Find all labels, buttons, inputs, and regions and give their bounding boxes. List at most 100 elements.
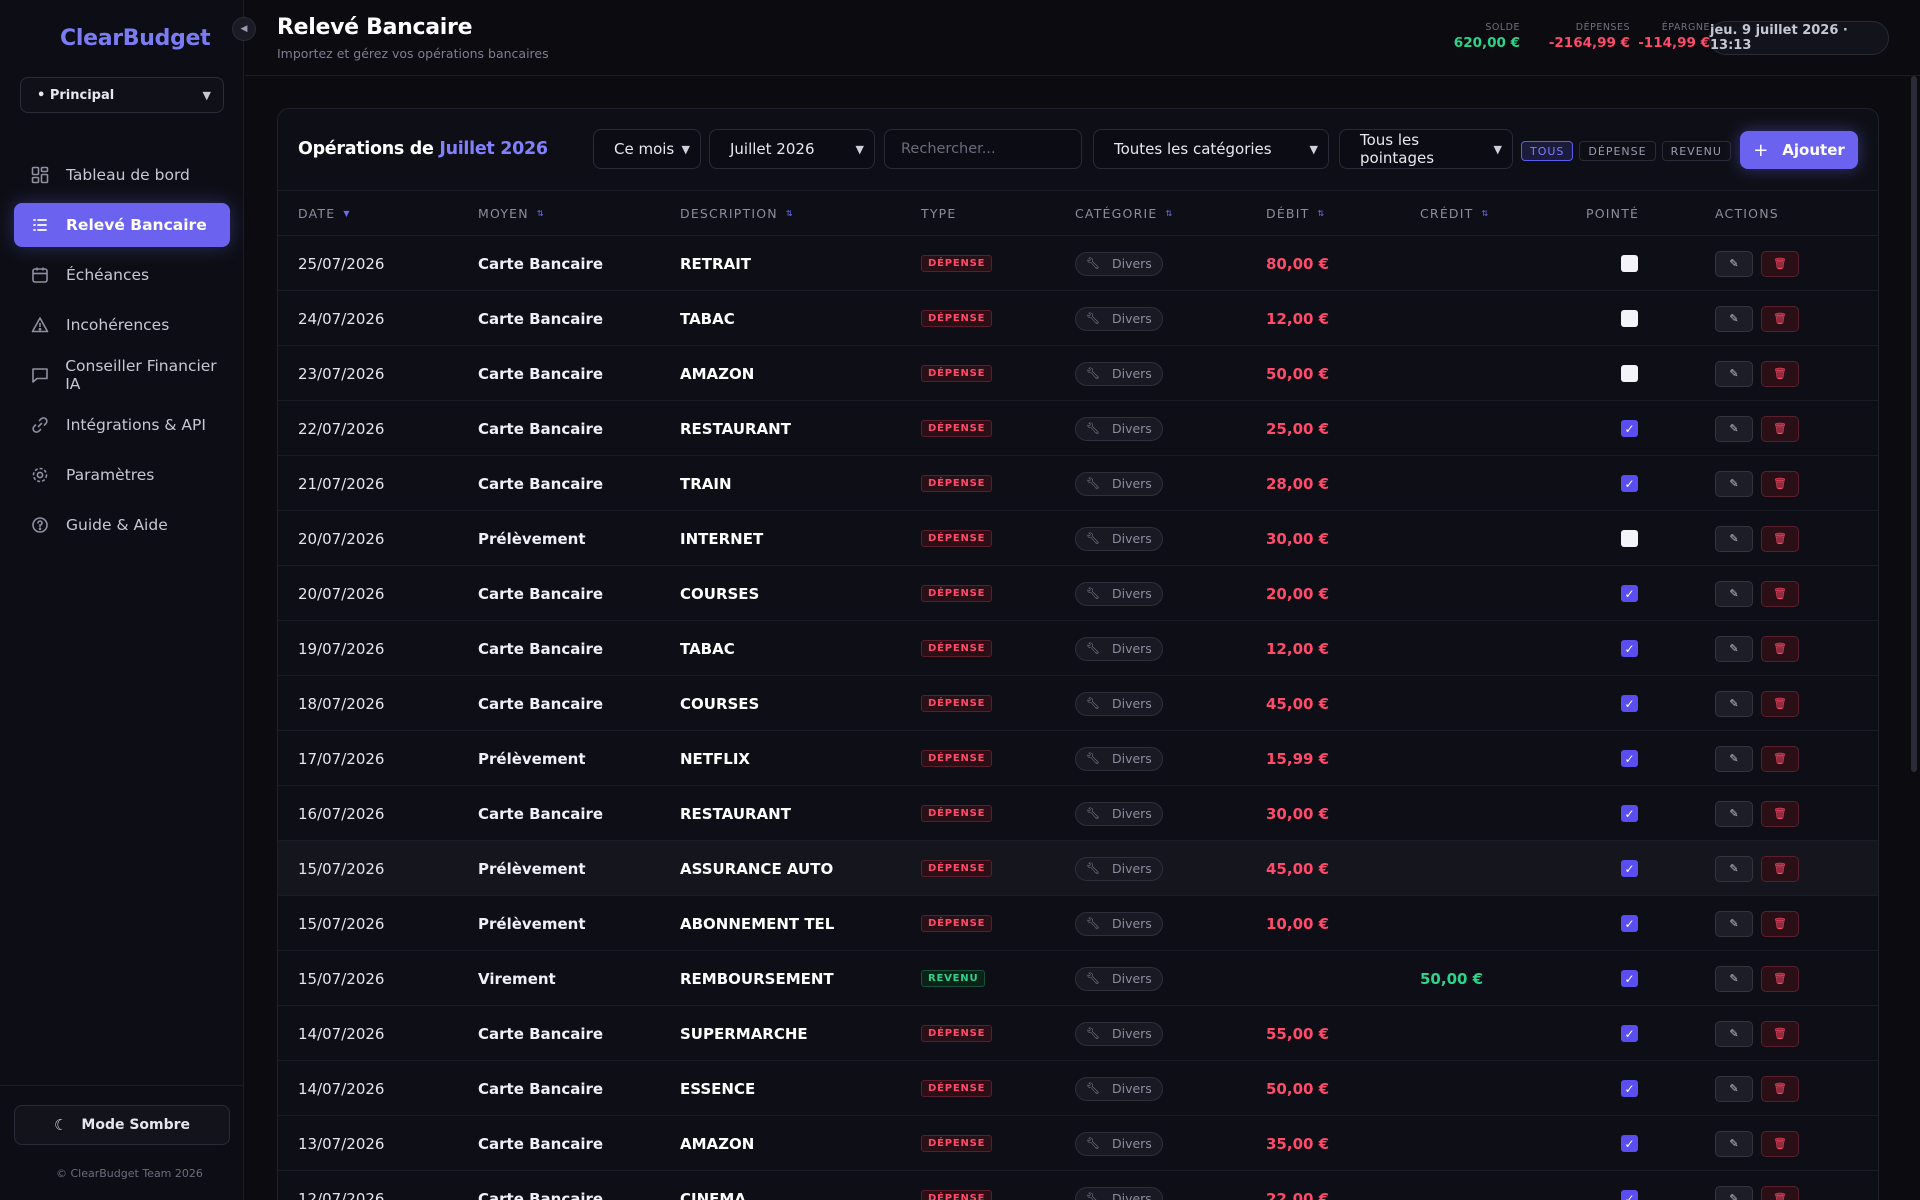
col-categorie[interactable]: CATÉGORIE ⇅ (1075, 206, 1173, 221)
category-chip[interactable]: 🔧︎ Divers (1075, 966, 1163, 991)
category-chip[interactable]: 🔧︎ Divers (1075, 581, 1163, 606)
edit-button[interactable]: ✎ (1715, 305, 1753, 332)
table-row[interactable]: 14/07/2026 Carte Bancaire SUPERMARCHE DÉ… (278, 1006, 1878, 1061)
theme-toggle-button[interactable]: ☾ Mode Sombre (14, 1105, 230, 1145)
pointe-checkbox[interactable]: ✓ (1621, 475, 1638, 492)
category-chip[interactable]: 🔧︎ Divers (1075, 856, 1163, 881)
table-row[interactable]: 22/07/2026 Carte Bancaire RESTAURANT DÉP… (278, 401, 1878, 456)
delete-button[interactable]: 🗑︎ (1761, 580, 1799, 607)
delete-button[interactable]: 🗑︎ (1761, 470, 1799, 497)
edit-button[interactable]: ✎ (1715, 1020, 1753, 1047)
category-chip[interactable]: 🔧︎ Divers (1075, 636, 1163, 661)
pointe-checkbox[interactable]: ✓ (1621, 860, 1638, 877)
category-select[interactable]: Toutes les catégories ▼ (1093, 129, 1329, 169)
sidebar-item-guide-aide[interactable]: Guide & Aide (14, 503, 230, 547)
delete-button[interactable]: 🗑︎ (1761, 800, 1799, 827)
category-chip[interactable]: 🔧︎ Divers (1075, 471, 1163, 496)
delete-button[interactable]: 🗑︎ (1761, 415, 1799, 442)
type-filter-revenu[interactable]: REVENU (1661, 141, 1731, 161)
pointe-checkbox[interactable]: ✓ (1621, 1080, 1638, 1097)
pointe-checkbox[interactable]: ✓ (1621, 1135, 1638, 1152)
table-row[interactable]: 24/07/2026 Carte Bancaire TABAC DÉPENSE … (278, 291, 1878, 346)
col-debit[interactable]: DÉBIT ⇅ (1266, 206, 1325, 221)
pointe-checkbox[interactable]: ✓ (1621, 805, 1638, 822)
table-row[interactable]: 15/07/2026 Prélèvement ABONNEMENT TEL DÉ… (278, 896, 1878, 951)
category-chip[interactable]: 🔧︎ Divers (1075, 306, 1163, 331)
page-scrollbar[interactable] (1911, 76, 1917, 772)
category-chip[interactable]: 🔧︎ Divers (1075, 746, 1163, 771)
delete-button[interactable]: 🗑︎ (1761, 525, 1799, 552)
pointe-checkbox[interactable]: ✓ (1621, 695, 1638, 712)
pointe-checkbox[interactable] (1621, 365, 1638, 382)
edit-button[interactable]: ✎ (1715, 1185, 1753, 1200)
table-row[interactable]: 16/07/2026 Carte Bancaire RESTAURANT DÉP… (278, 786, 1878, 841)
pointe-checkbox[interactable] (1621, 530, 1638, 547)
col-credit[interactable]: CRÉDIT ⇅ (1420, 206, 1489, 221)
edit-button[interactable]: ✎ (1715, 745, 1753, 772)
pointe-checkbox[interactable]: ✓ (1621, 970, 1638, 987)
category-chip[interactable]: 🔧︎ Divers (1075, 1021, 1163, 1046)
delete-button[interactable]: 🗑︎ (1761, 1075, 1799, 1102)
table-row[interactable]: 17/07/2026 Prélèvement NETFLIX DÉPENSE 🔧… (278, 731, 1878, 786)
delete-button[interactable]: 🗑︎ (1761, 1020, 1799, 1047)
table-row[interactable]: 21/07/2026 Carte Bancaire TRAIN DÉPENSE … (278, 456, 1878, 511)
pointe-checkbox[interactable]: ✓ (1621, 585, 1638, 602)
category-chip[interactable]: 🔧︎ Divers (1075, 1186, 1163, 1200)
table-row[interactable]: 20/07/2026 Prélèvement INTERNET DÉPENSE … (278, 511, 1878, 566)
edit-button[interactable]: ✎ (1715, 250, 1753, 277)
table-row[interactable]: 14/07/2026 Carte Bancaire ESSENCE DÉPENS… (278, 1061, 1878, 1116)
table-row[interactable]: 15/07/2026 Virement REMBOURSEMENT REVENU… (278, 951, 1878, 1006)
sidebar-item-integrations[interactable]: Intégrations & API (14, 403, 230, 447)
delete-button[interactable]: 🗑︎ (1761, 690, 1799, 717)
edit-button[interactable]: ✎ (1715, 800, 1753, 827)
edit-button[interactable]: ✎ (1715, 580, 1753, 607)
sidebar-item-parametres[interactable]: Paramètres (14, 453, 230, 497)
pointe-checkbox[interactable]: ✓ (1621, 1025, 1638, 1042)
edit-button[interactable]: ✎ (1715, 1130, 1753, 1157)
table-row[interactable]: 25/07/2026 Carte Bancaire RETRAIT DÉPENS… (278, 236, 1878, 291)
category-chip[interactable]: 🔧︎ Divers (1075, 1076, 1163, 1101)
col-date[interactable]: DATE ▼ (298, 206, 351, 221)
collapse-sidebar-button[interactable]: ◀ (232, 17, 256, 41)
sidebar-item-releve-bancaire[interactable]: Relevé Bancaire (14, 203, 230, 247)
edit-button[interactable]: ✎ (1715, 470, 1753, 497)
pointe-checkbox[interactable]: ✓ (1621, 915, 1638, 932)
pointe-checkbox[interactable] (1621, 255, 1638, 272)
category-chip[interactable]: 🔧︎ Divers (1075, 911, 1163, 936)
pointe-checkbox[interactable]: ✓ (1621, 640, 1638, 657)
table-row[interactable]: 12/07/2026 Carte Bancaire CINEMA DÉPENSE… (278, 1171, 1878, 1200)
edit-button[interactable]: ✎ (1715, 1075, 1753, 1102)
pointe-checkbox[interactable]: ✓ (1621, 1190, 1638, 1200)
delete-button[interactable]: 🗑︎ (1761, 1130, 1799, 1157)
account-select[interactable]: • Principal ▼ (20, 77, 224, 113)
category-chip[interactable]: 🔧︎ Divers (1075, 251, 1163, 276)
category-chip[interactable]: 🔧︎ Divers (1075, 361, 1163, 386)
sidebar-item-tableau-de-bord[interactable]: Tableau de bord (14, 153, 230, 197)
table-row[interactable]: 23/07/2026 Carte Bancaire AMAZON DÉPENSE… (278, 346, 1878, 401)
edit-button[interactable]: ✎ (1715, 965, 1753, 992)
app-logo[interactable]: ClearBudget (60, 26, 211, 51)
category-chip[interactable]: 🔧︎ Divers (1075, 526, 1163, 551)
category-chip[interactable]: 🔧︎ Divers (1075, 801, 1163, 826)
delete-button[interactable]: 🗑︎ (1761, 360, 1799, 387)
sidebar-item-echeances[interactable]: Échéances (14, 253, 230, 297)
edit-button[interactable]: ✎ (1715, 690, 1753, 717)
col-description[interactable]: DESCRIPTION ⇅ (680, 206, 794, 221)
edit-button[interactable]: ✎ (1715, 910, 1753, 937)
period-select[interactable]: Ce mois ▼ (593, 129, 701, 169)
delete-button[interactable]: 🗑︎ (1761, 965, 1799, 992)
type-filter-tous[interactable]: TOUS (1521, 141, 1574, 161)
edit-button[interactable]: ✎ (1715, 360, 1753, 387)
delete-button[interactable]: 🗑︎ (1761, 635, 1799, 662)
table-row[interactable]: 19/07/2026 Carte Bancaire TABAC DÉPENSE … (278, 621, 1878, 676)
edit-button[interactable]: ✎ (1715, 525, 1753, 552)
month-select[interactable]: Juillet 2026 ▼ (709, 129, 875, 169)
add-operation-button[interactable]: + Ajouter (1740, 131, 1858, 169)
pointe-checkbox[interactable] (1621, 310, 1638, 327)
pointe-checkbox[interactable]: ✓ (1621, 420, 1638, 437)
category-chip[interactable]: 🔧︎ Divers (1075, 691, 1163, 716)
edit-button[interactable]: ✎ (1715, 415, 1753, 442)
delete-button[interactable]: 🗑︎ (1761, 250, 1799, 277)
category-chip[interactable]: 🔧︎ Divers (1075, 416, 1163, 441)
search-input[interactable]: Rechercher... (884, 129, 1082, 169)
